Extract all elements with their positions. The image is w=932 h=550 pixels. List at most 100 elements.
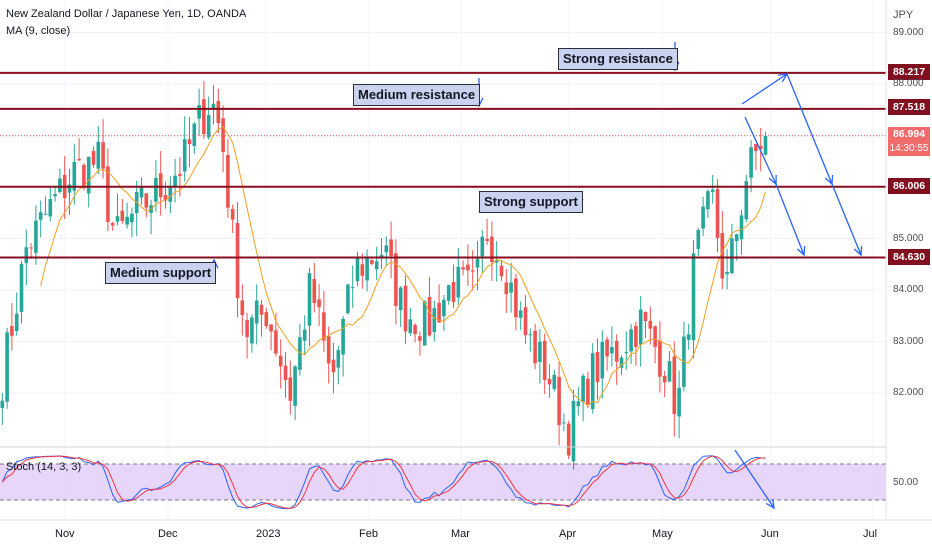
candle-down	[245, 320, 249, 338]
strong-support-label[interactable]: Strong support	[479, 191, 583, 213]
projection-arrow	[831, 183, 862, 256]
candle-down	[566, 423, 571, 456]
candle-down	[158, 173, 163, 198]
candle-down	[216, 101, 221, 124]
price-tick-label: 84.000	[893, 284, 924, 295]
candle-up	[749, 147, 753, 178]
candle-down	[29, 247, 33, 249]
candle-down	[317, 299, 321, 308]
candle-up	[130, 213, 134, 223]
ma-indicator-label[interactable]: MA (9, close)	[6, 25, 71, 37]
candles	[0, 81, 768, 470]
currency-label: JPY	[893, 9, 914, 21]
candle-up	[53, 194, 57, 197]
candle-up	[710, 189, 715, 192]
candle-up	[72, 161, 77, 191]
candle-down	[586, 378, 590, 406]
chart-background	[0, 0, 886, 520]
candle-up	[408, 319, 413, 333]
candle-up	[307, 273, 312, 326]
candle-down	[389, 239, 393, 257]
candle-up	[24, 247, 29, 264]
candle-down	[672, 356, 677, 414]
candle-down	[634, 325, 638, 347]
candle-up	[0, 400, 5, 408]
candle-up	[456, 266, 461, 298]
level-lines	[0, 71, 886, 259]
candle-up	[374, 261, 379, 270]
candle-down	[288, 377, 293, 401]
candle-down	[91, 151, 96, 165]
candle-down	[427, 296, 432, 336]
candle-up	[619, 357, 624, 368]
candle-up	[763, 135, 768, 155]
candle-down	[264, 312, 269, 327]
candle-down	[605, 339, 609, 357]
medium-support-label[interactable]: Medium support	[105, 262, 217, 284]
price-tick-label: 85.000	[893, 232, 924, 244]
price-tick-label: 82.000	[893, 387, 924, 398]
candle-up	[538, 341, 542, 362]
candle-up	[480, 236, 485, 257]
arrow-head	[796, 245, 806, 257]
candle-down	[77, 159, 81, 161]
candle-up	[725, 271, 729, 275]
candle-up	[610, 347, 614, 354]
candle-up	[442, 299, 446, 317]
candle-down	[403, 285, 408, 332]
ma-line	[40, 126, 766, 406]
projection-arrow	[734, 449, 775, 509]
candle-down	[653, 326, 657, 347]
current-price-tag: 86.994	[888, 127, 930, 141]
ma-layer	[40, 126, 766, 406]
candle-up	[667, 361, 672, 382]
medium-resistance-label[interactable]: Medium resistance	[353, 84, 481, 106]
candle-up	[581, 375, 585, 402]
candle-up	[590, 353, 595, 410]
medium-support-price-tag: 84.630	[888, 249, 930, 265]
candle-down	[413, 324, 417, 335]
candle-up	[509, 282, 513, 293]
candle-up	[432, 308, 437, 333]
stoch-band	[0, 464, 886, 500]
candle-down	[643, 312, 648, 322]
candle-up	[139, 186, 144, 198]
candle-down	[106, 166, 110, 222]
stoch-indicator-label[interactable]: Stoch (14, 3, 3)	[6, 461, 82, 473]
candle-down	[322, 312, 326, 341]
candle-up	[96, 141, 101, 169]
time-tick-label: Jun	[761, 528, 779, 540]
candle-up	[336, 350, 341, 368]
candle-up	[677, 387, 681, 417]
candle-down	[144, 193, 149, 208]
candle-up	[350, 287, 355, 289]
candle-down	[331, 359, 336, 373]
candle-down	[418, 336, 422, 341]
price-tick-label: 89.000	[893, 26, 924, 38]
candle-up	[379, 254, 384, 258]
candle-up	[518, 310, 523, 318]
candle-up	[302, 329, 307, 341]
time-tick-label: Mar	[451, 528, 470, 540]
projection-arrow	[741, 73, 788, 105]
candle-down	[658, 340, 662, 377]
candle-up	[600, 341, 605, 379]
candle-down	[715, 189, 720, 239]
candle-up	[48, 199, 53, 217]
candle-down	[595, 351, 600, 383]
price-tick-label: 88.000	[893, 78, 924, 89]
candle-down	[101, 142, 105, 169]
candle-down	[269, 324, 273, 332]
candle-up	[686, 334, 691, 340]
time-tick-label: Feb	[359, 528, 378, 540]
candle-down	[754, 144, 758, 152]
candle-up	[86, 156, 91, 194]
candle-down	[178, 174, 182, 176]
arrow-head	[765, 498, 775, 510]
candle-down	[235, 223, 240, 299]
candle-down	[504, 282, 509, 295]
candle-up	[629, 329, 633, 352]
candle-down	[274, 330, 278, 354]
candle-up	[125, 216, 129, 225]
strong-resistance-label[interactable]: Strong resistance	[558, 48, 678, 70]
